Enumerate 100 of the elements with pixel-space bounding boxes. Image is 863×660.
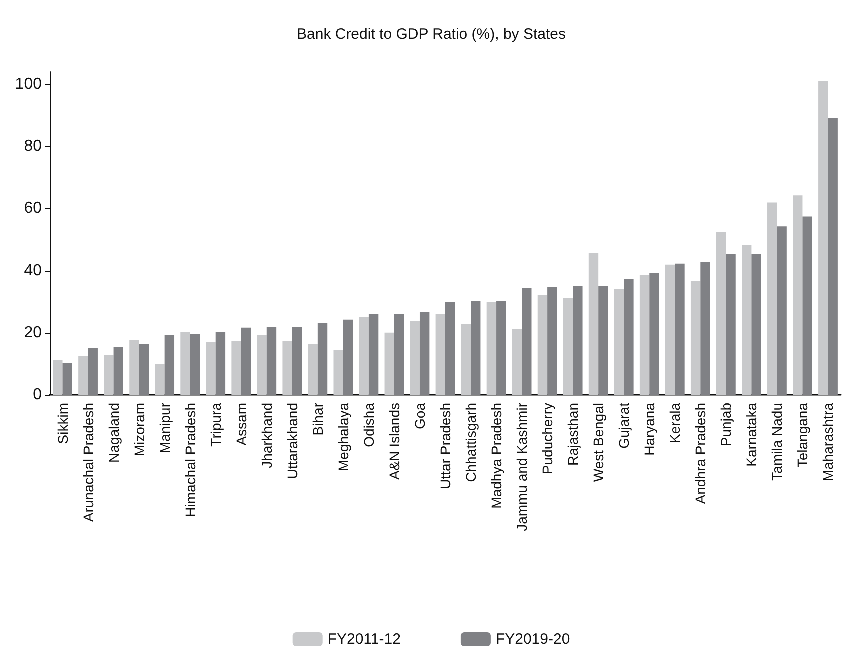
bar (164, 335, 175, 395)
bar (88, 348, 98, 395)
bar (818, 81, 828, 395)
bar (614, 289, 624, 395)
x-tick-label: Arunachal Pradesh (80, 403, 96, 522)
x-tick-label: Madhya Pradesh (488, 403, 505, 509)
bar (206, 342, 216, 395)
bar (471, 301, 481, 395)
x-tick-label: Tripura (208, 402, 224, 447)
bar (368, 314, 379, 395)
x-tick-label: Assam (233, 403, 250, 446)
bar (777, 226, 787, 395)
x-tick-label: A&N Islands (386, 403, 402, 480)
bar (716, 232, 726, 395)
bar (62, 363, 72, 395)
bar (292, 326, 302, 395)
bar (180, 332, 190, 395)
x-tick-label: Andhra Pradesh (692, 403, 709, 504)
x-tick-label: Telangana (794, 402, 811, 468)
legend-label: FY2011-12 (328, 631, 401, 648)
y-tick-label: 20 (24, 324, 42, 342)
bar (700, 262, 710, 395)
bar (241, 328, 252, 395)
bar (318, 322, 328, 395)
chart-title: Bank Credit to GDP Ratio (%), by States (297, 26, 566, 43)
bar (512, 329, 522, 395)
bar (114, 347, 124, 395)
bar (573, 286, 583, 395)
x-tick-label: Sikkim (54, 403, 71, 444)
x-tick-label: Haryana (642, 402, 658, 456)
y-tick-label: 40 (24, 262, 42, 280)
bar (394, 314, 404, 395)
x-tick-label: Nagaland (106, 403, 122, 463)
bar (640, 275, 650, 395)
x-tick-label: Puducherry (540, 403, 556, 475)
x-tick-label: Rajasthan (565, 403, 582, 466)
bar (675, 264, 685, 395)
bar (802, 216, 812, 395)
bar (190, 334, 200, 395)
x-tick-label: Odisha (360, 402, 377, 448)
x-tick-label: Maharashtra (820, 402, 836, 482)
x-tick-label: Goa (412, 402, 428, 430)
bar (563, 298, 574, 395)
bar (78, 356, 88, 395)
bar (155, 364, 165, 395)
x-tick-label: Kerala (667, 402, 684, 444)
x-tick-label: Uttar Pradesh (438, 403, 454, 490)
bar (104, 355, 114, 395)
bar (420, 312, 430, 395)
x-tick-label: Uttarakhand (284, 403, 300, 480)
bar (436, 314, 446, 395)
bar (548, 287, 558, 395)
x-tick-label: Jammu and Kashmir (514, 402, 530, 532)
bar (139, 344, 150, 395)
y-tick-label: 60 (24, 200, 42, 218)
bar (446, 302, 456, 395)
y-tick-label: 0 (33, 386, 42, 404)
bar (690, 281, 701, 395)
x-tick-label: Manipur (156, 402, 173, 454)
bar (768, 202, 778, 395)
bar (266, 326, 277, 395)
bar (308, 344, 318, 395)
bar (726, 254, 736, 395)
bar (334, 350, 344, 395)
bar (793, 196, 803, 395)
bar (410, 321, 420, 395)
bar (282, 340, 292, 395)
bar (232, 340, 242, 395)
x-tick-label: Jharkhand (258, 403, 275, 468)
bar (598, 286, 608, 395)
x-tick-label: Meghalaya (335, 402, 352, 472)
bar (359, 317, 369, 395)
x-tick-label: Karnataka (744, 402, 760, 467)
bar (496, 301, 506, 395)
x-tick-label: Tamila Nadu (769, 403, 786, 481)
bar (588, 253, 599, 395)
y-tick-label: 100 (15, 76, 42, 93)
x-tick-label: Punjab (718, 402, 734, 447)
legend-label: FY2019-20 (496, 631, 570, 648)
x-tick-label: Gujarat (616, 402, 632, 449)
x-tick-label: West Bengal (590, 403, 607, 482)
bar (742, 244, 752, 395)
bar (538, 295, 548, 395)
x-tick-label: Bihar (310, 402, 326, 436)
bar (130, 340, 140, 395)
bar (650, 272, 660, 395)
x-tick-label: Mizoram (131, 403, 148, 457)
bar (486, 302, 497, 395)
bar (461, 324, 472, 395)
bar (752, 254, 762, 395)
bar (828, 118, 838, 395)
bar (665, 264, 676, 395)
bar (384, 332, 394, 395)
bar (522, 288, 532, 395)
bar (343, 320, 354, 395)
bar (53, 360, 63, 395)
bar (216, 332, 226, 395)
bar (624, 279, 634, 395)
x-tick-label: Himachal Pradesh (182, 403, 198, 518)
y-tick-label: 80 (24, 138, 42, 156)
